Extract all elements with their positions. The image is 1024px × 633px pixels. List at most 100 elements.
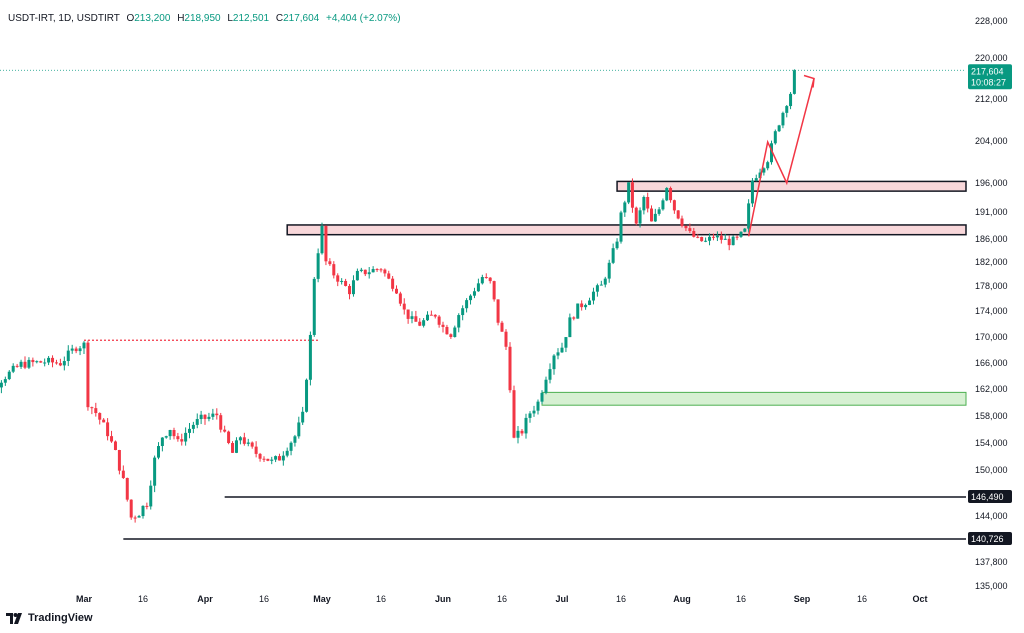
candle — [172, 427, 176, 440]
candle-body — [414, 316, 418, 322]
candle — [696, 234, 700, 239]
candle-body — [504, 331, 508, 347]
candle-body — [410, 316, 414, 319]
change-value: +4,404 (+2.07%) — [326, 13, 401, 24]
resistance-zone-0 — [286, 224, 967, 236]
candle — [708, 233, 712, 246]
candle — [603, 276, 607, 288]
candle — [646, 192, 650, 213]
candle — [437, 315, 441, 328]
candle — [484, 273, 488, 279]
candle — [715, 231, 719, 242]
candle — [246, 438, 250, 447]
candle-body — [274, 456, 278, 460]
candle-body — [692, 231, 696, 237]
candle-body — [219, 415, 223, 430]
candle-body — [792, 70, 796, 94]
candle — [615, 238, 619, 250]
candle-body — [781, 112, 785, 126]
candle-body — [457, 315, 461, 328]
candle-body — [137, 516, 141, 518]
candle — [231, 441, 235, 453]
candle — [285, 447, 289, 458]
tradingview-logo[interactable]: TradingView — [6, 612, 93, 624]
price-tag-countdown: 10:08:27 — [971, 77, 1006, 87]
candle-body — [110, 436, 114, 442]
low-label: L — [227, 13, 233, 24]
candle — [379, 268, 383, 273]
candle-body — [102, 419, 106, 423]
time-axis[interactable]: Mar 16 Apr 16 May 16 Jun 16 Jul 16 Aug 16 Sep 16 Oct — [76, 594, 928, 604]
candle-body — [402, 303, 406, 310]
candle-body — [94, 408, 98, 414]
candle — [789, 92, 793, 110]
candle-body — [238, 437, 242, 441]
candle-body — [449, 334, 453, 337]
candle-body — [180, 439, 184, 442]
candle-body — [98, 413, 102, 420]
candle-body — [379, 269, 383, 271]
candle — [250, 441, 254, 449]
candle-body — [743, 228, 747, 232]
candle — [43, 358, 47, 367]
y-tick-label: 182,000 — [975, 257, 1008, 267]
candle — [599, 280, 603, 286]
candle — [743, 227, 747, 233]
candle-body — [141, 505, 145, 517]
x-tick-label: Oct — [912, 594, 927, 604]
candle-body — [308, 334, 312, 380]
candle — [508, 342, 512, 393]
candle — [619, 210, 623, 244]
candle-body — [270, 459, 274, 461]
candle — [180, 433, 184, 446]
candle — [476, 278, 480, 292]
candle-body — [676, 210, 680, 219]
candle — [588, 297, 592, 306]
zones-layer — [286, 180, 967, 406]
candle-body — [246, 442, 250, 444]
y-tick-label: 150,000 — [975, 465, 1008, 475]
candle — [688, 223, 692, 233]
candle — [781, 111, 785, 129]
x-tick-label: Apr — [197, 594, 213, 604]
candle-body — [461, 308, 465, 316]
candle — [672, 199, 676, 214]
candle — [560, 342, 564, 353]
candle — [0, 380, 3, 394]
candle-body — [78, 348, 82, 352]
candle-body — [145, 505, 149, 507]
candle-body — [117, 450, 121, 471]
candle-body — [176, 436, 180, 440]
low-value: 212,501 — [232, 13, 270, 24]
arrow-path — [747, 78, 815, 237]
candle — [262, 456, 266, 462]
tradingview-logo-text: TradingView — [28, 612, 93, 624]
symbol-title[interactable]: USDT-IRT, 1D, USDTIRT — [8, 13, 120, 24]
close-value: 217,604 — [283, 13, 320, 24]
candle-body — [469, 295, 473, 301]
candle-body — [684, 225, 688, 229]
candle — [320, 222, 324, 255]
candle-body — [747, 203, 751, 229]
candle — [657, 207, 661, 216]
candle — [219, 412, 223, 433]
candle-body — [39, 361, 43, 363]
candle-body — [731, 236, 735, 246]
candle-body — [650, 208, 653, 222]
candle-body — [211, 413, 215, 417]
candle-body — [688, 228, 692, 232]
candle — [469, 294, 473, 305]
open-value: 213,200 — [134, 13, 171, 24]
candle-body — [696, 236, 700, 238]
price-axis[interactable]: 135,000137,800144,000148,000150,000154,0… — [968, 16, 1012, 591]
candle-body — [441, 324, 445, 327]
candle — [23, 356, 27, 370]
candle — [792, 69, 796, 95]
candle-body — [153, 457, 157, 486]
y-tick-label: 158,000 — [975, 411, 1008, 421]
candle — [340, 278, 344, 285]
candle-body — [754, 178, 758, 181]
candle — [19, 359, 23, 369]
candle-body — [599, 284, 603, 286]
